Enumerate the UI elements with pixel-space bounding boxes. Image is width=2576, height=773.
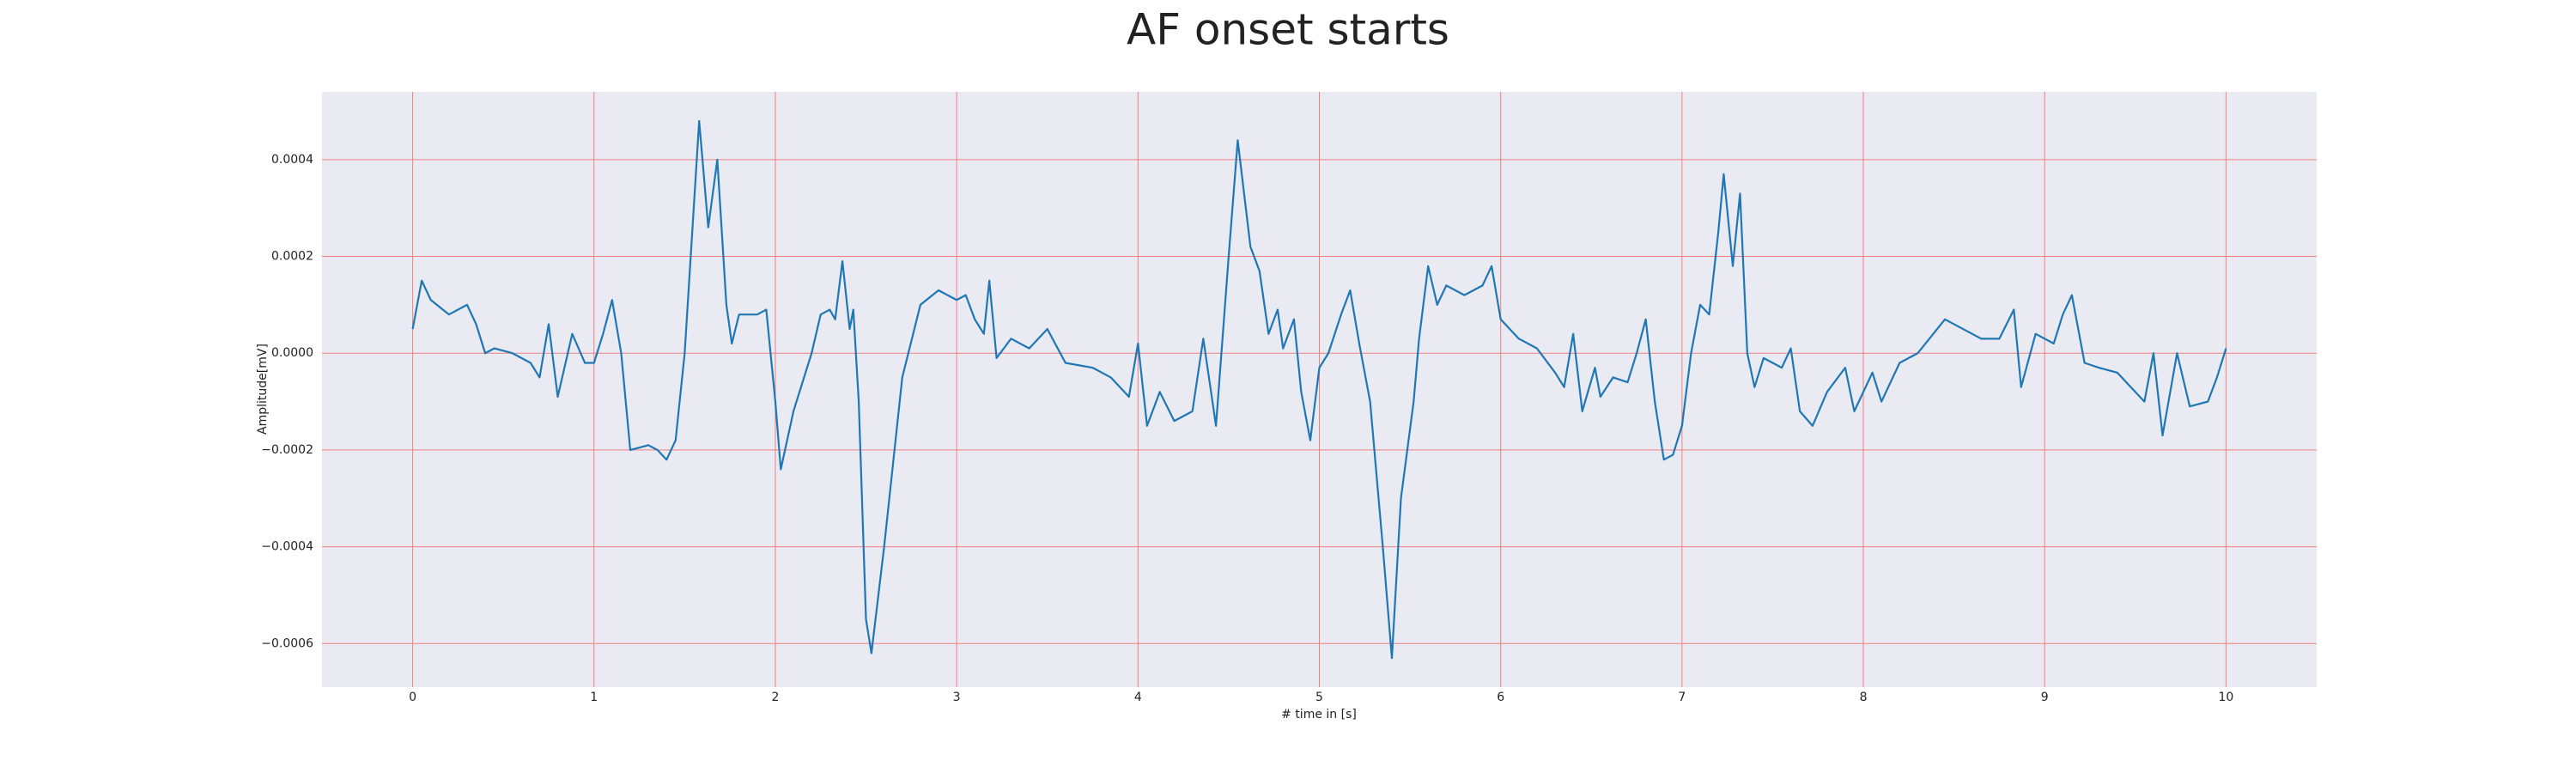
- y-tick-label: −0.0002: [261, 443, 313, 457]
- y-tick-label: 0.0002: [271, 250, 313, 264]
- y-tick-label: 0.0004: [271, 153, 313, 167]
- chart-title: AF onset starts: [1127, 5, 1449, 55]
- x-axis-label: # time in [s]: [1281, 708, 1357, 721]
- x-tick-label: 8: [1860, 691, 1868, 704]
- x-tick-label: 7: [1678, 691, 1686, 704]
- x-tick-label: 5: [1315, 691, 1323, 704]
- y-tick-label: −0.0006: [261, 636, 313, 650]
- signal-line: [411, 119, 2227, 660]
- x-tick-label: 2: [771, 691, 779, 704]
- x-tick-label: 4: [1134, 691, 1142, 704]
- x-tick-label: 6: [1497, 691, 1504, 704]
- x-tick-label: 9: [2041, 691, 2049, 704]
- x-tick-label: 3: [953, 691, 961, 704]
- x-tick-label: 0: [409, 691, 416, 704]
- x-tick-label: 10: [2218, 691, 2233, 704]
- y-tick-label: −0.0004: [261, 540, 313, 554]
- x-tick-label: 1: [590, 691, 598, 704]
- y-tick-label: 0.0000: [271, 346, 313, 360]
- y-axis-label: Amplitude[mV]: [256, 344, 270, 435]
